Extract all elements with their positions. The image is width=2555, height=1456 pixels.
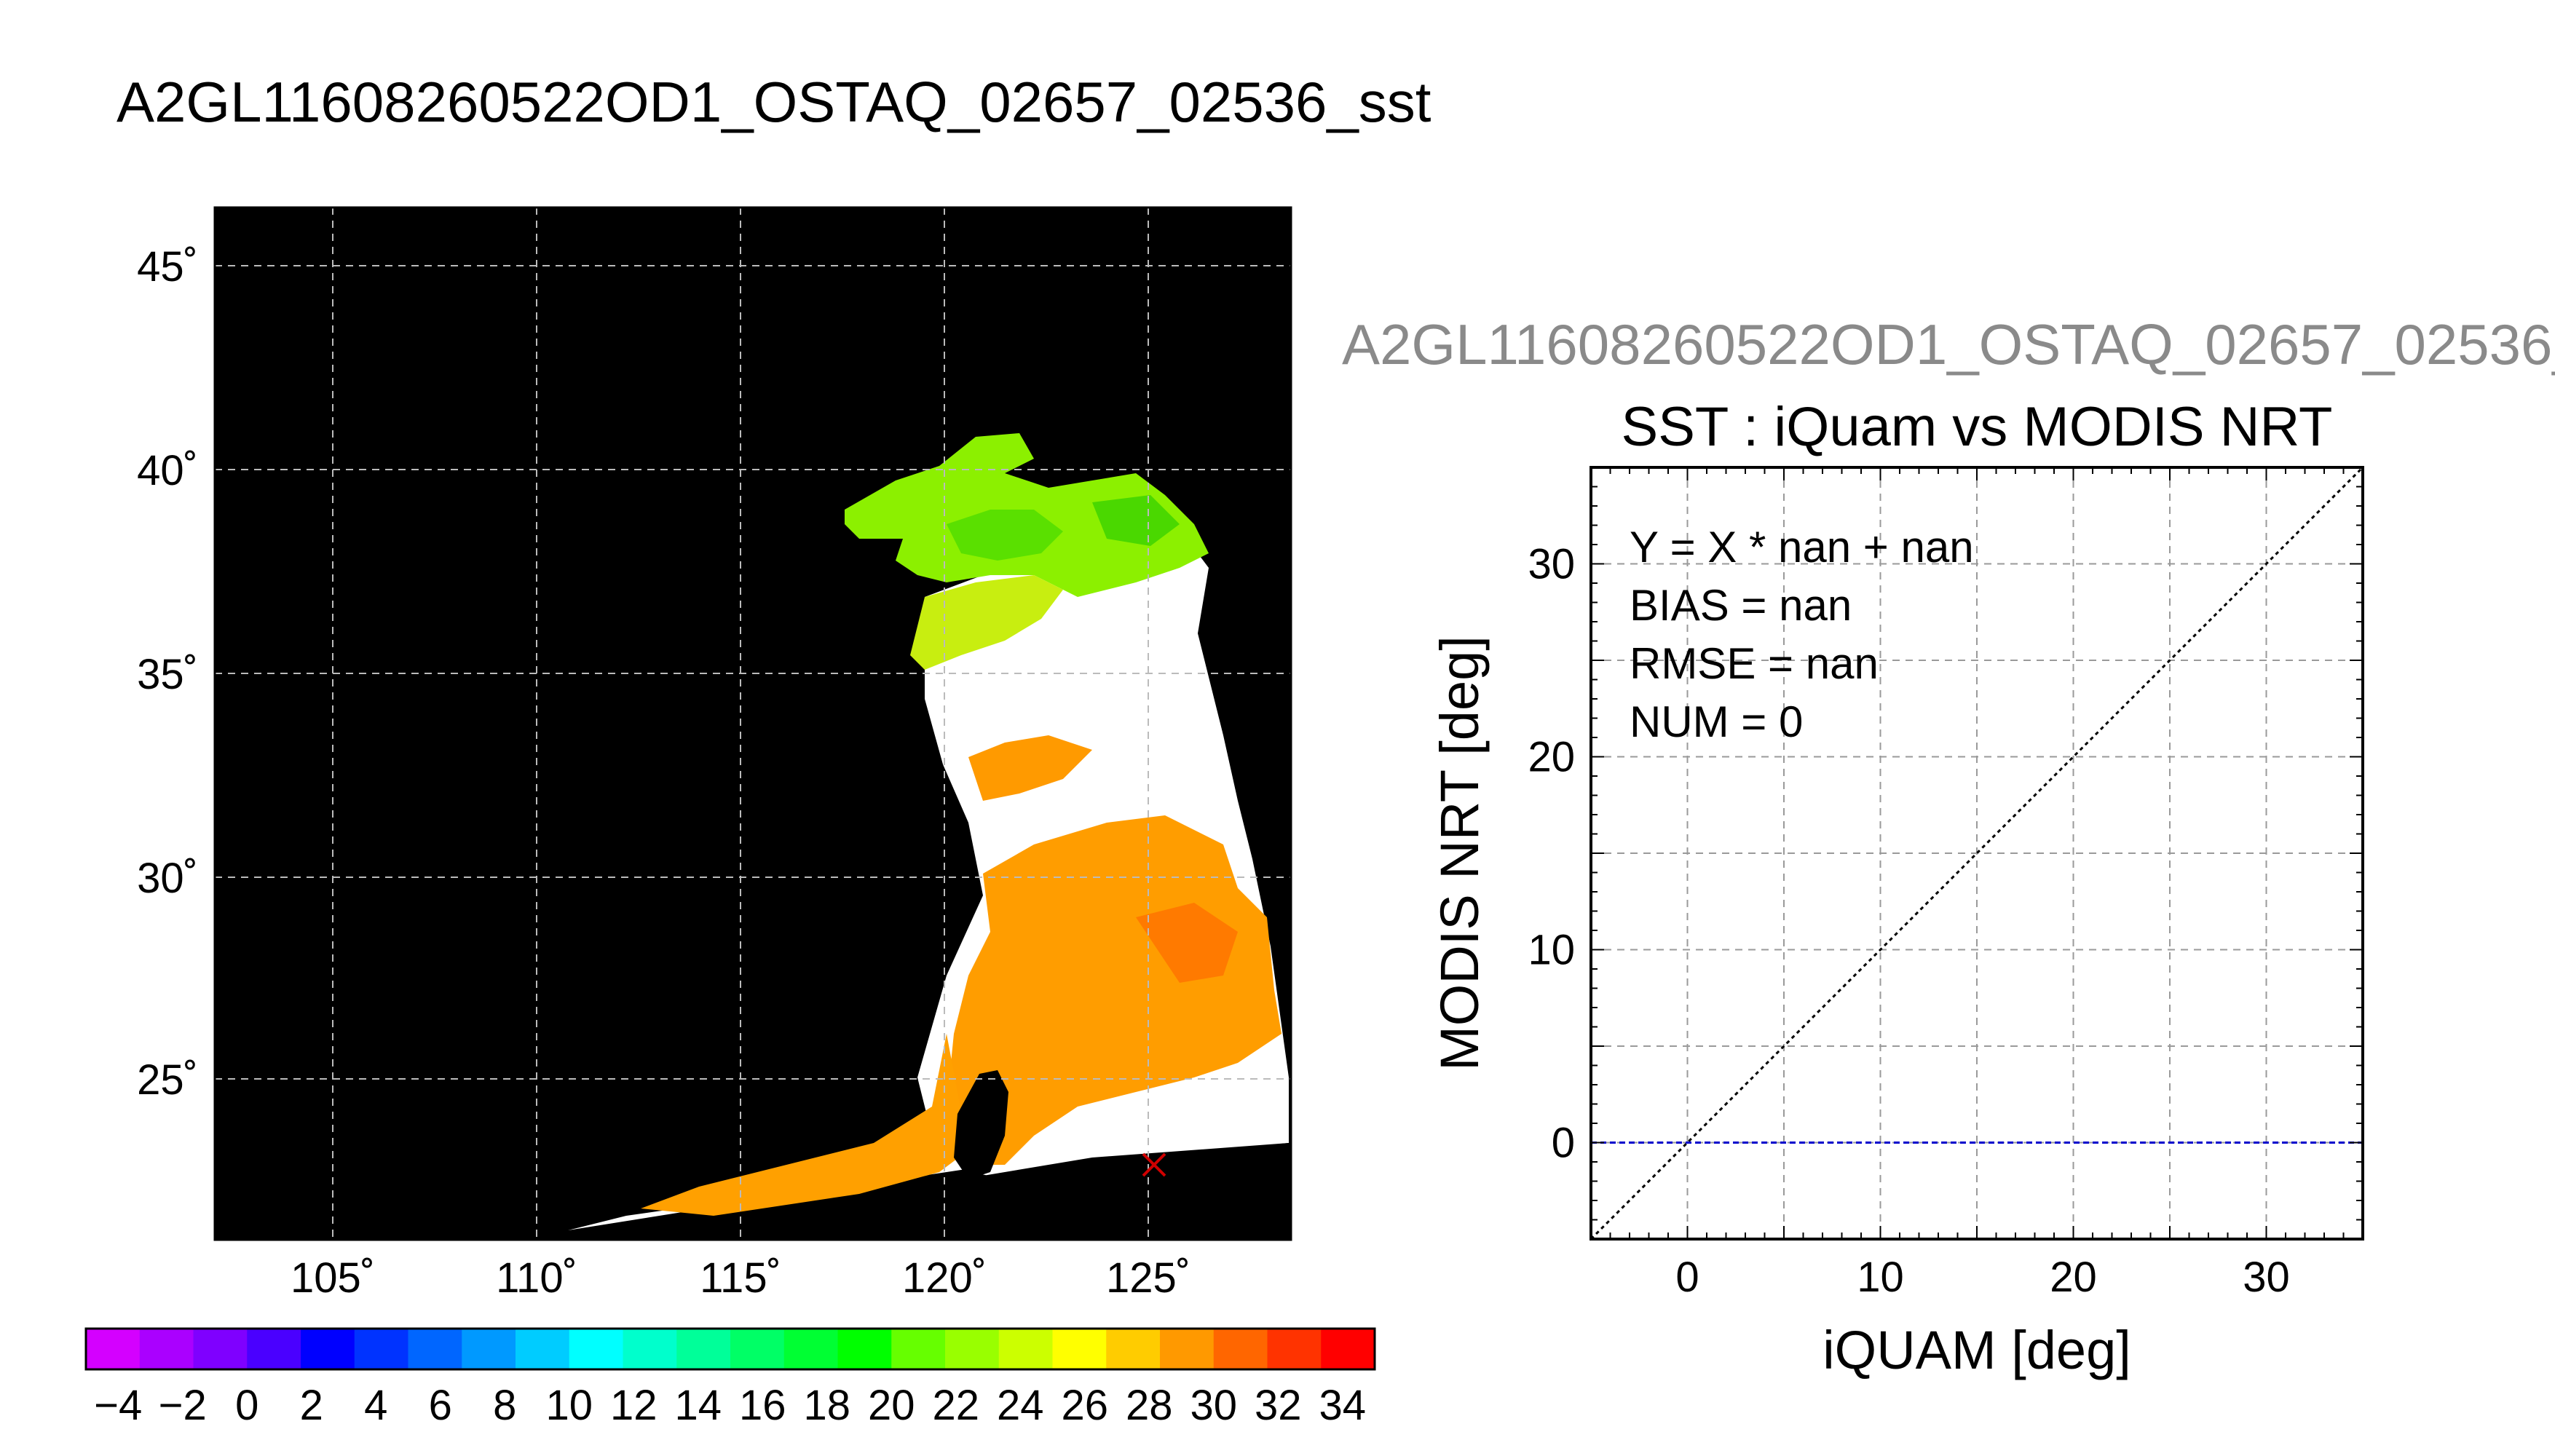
colorbar-label: 8 (493, 1382, 516, 1429)
colorbar-segment (193, 1329, 248, 1369)
colorbar-segment (301, 1329, 355, 1369)
x-axis-label: iQUAM [deg] (1823, 1320, 2131, 1380)
colorbar-label: 34 (1319, 1382, 1366, 1429)
colorbar-segment (837, 1329, 892, 1369)
scatter-plot: 0 10 20 30 0 10 20 30 (1528, 466, 2364, 1301)
map-gridlines (215, 207, 1291, 1240)
sst-orange-north (968, 735, 1092, 801)
map-frame (213, 206, 1292, 1241)
sst-green-core (947, 510, 1063, 561)
colorbar-label: 24 (997, 1382, 1044, 1429)
sst-orange-coastal (641, 1034, 968, 1216)
colorbar-segment (569, 1329, 623, 1369)
colorbar-segment (1321, 1329, 1375, 1369)
y-axis-label: MODIS NRT [deg] (1429, 636, 1490, 1071)
main-title: A2GL11608260522OD1_OSTAQ_02657_02536_sst (117, 70, 1431, 134)
scatter-file-title: A2GL11608260522OD1_OSTAQ_02657_02536_s (1342, 312, 2555, 376)
colorbar-label: 20 (868, 1382, 915, 1429)
colorbar-label: 12 (610, 1382, 657, 1429)
colorbar-label: 32 (1255, 1382, 1302, 1429)
lon-label: 105˚ (291, 1254, 375, 1302)
stats-annotation: Y = X * nan + nan BIAS = nan RMSE = nan … (1630, 523, 1974, 746)
colorbar-label: 14 (674, 1382, 722, 1429)
y-tick-label: 30 (1528, 541, 1575, 588)
colorbar-segment (247, 1329, 301, 1369)
colorbar-segment (408, 1329, 462, 1369)
scatter-plot-title: SST : iQuam vs MODIS NRT (1622, 396, 2333, 458)
sst-map (213, 206, 1292, 1241)
lat-labels: 45˚ 40˚ 35˚ 30˚ 25˚ (137, 243, 198, 1104)
colorbar-label: 2 (300, 1382, 323, 1429)
colorbar-label: 28 (1126, 1382, 1173, 1429)
colorbar-label: 4 (364, 1382, 387, 1429)
lon-labels: 105˚ 110˚ 115˚ 120˚ 125˚ (291, 1254, 1190, 1302)
x-tick-label: 20 (2050, 1254, 2097, 1301)
lat-label: 40˚ (137, 447, 198, 494)
sst-warm-patch (1136, 903, 1238, 983)
lat-label: 35˚ (137, 651, 198, 698)
colorbar-label: 0 (235, 1382, 258, 1429)
colorbar-segment (623, 1329, 677, 1369)
colorbar-label: 18 (803, 1382, 850, 1429)
colorbar-segment (462, 1329, 516, 1369)
colorbar-segment (891, 1329, 946, 1369)
colorbar (86, 1329, 1375, 1369)
colorbar-segment (1160, 1329, 1215, 1369)
colorbar-label: −2 (159, 1382, 207, 1429)
lat-label: 45˚ (137, 243, 198, 290)
colorbar-segment (354, 1329, 408, 1369)
stat-num: NUM = 0 (1630, 697, 1803, 746)
x-tick-label: 10 (1857, 1254, 1904, 1301)
taiwan-landmass (954, 1070, 1008, 1179)
lon-label: 120˚ (902, 1254, 987, 1302)
lon-label: 110˚ (496, 1254, 577, 1302)
x-tick-label: 30 (2243, 1254, 2290, 1301)
y-tick-label: 20 (1528, 734, 1575, 781)
x-tick-label: 0 (1675, 1254, 1699, 1301)
x-tick-labels: 0 10 20 30 (1675, 1254, 2289, 1301)
sst-orange-region (947, 815, 1282, 1165)
colorbar-label: 6 (429, 1382, 452, 1429)
y-tick-label: 0 (1552, 1120, 1575, 1167)
colorbar-label: 16 (739, 1382, 786, 1429)
colorbar-segment (783, 1329, 838, 1369)
scatter-gridlines (1591, 467, 2363, 1239)
lon-label: 115˚ (700, 1254, 781, 1302)
scatter-minor-ticks (1590, 467, 2364, 1240)
lon-label: 125˚ (1106, 1254, 1190, 1302)
colorbar-segment (1106, 1329, 1161, 1369)
colorbar-segment (516, 1329, 570, 1369)
colorbar-segment (1267, 1329, 1322, 1369)
swath-boundary (568, 1143, 1291, 1240)
colorbar-segment (945, 1329, 1000, 1369)
colorbar-segment (730, 1329, 785, 1369)
stat-rmse: RMSE = nan (1630, 639, 1879, 688)
colorbar-segment (86, 1329, 141, 1369)
colorbar-label: 30 (1190, 1382, 1237, 1429)
marker-cross (1142, 1152, 1166, 1177)
y-tick-labels: 0 10 20 30 (1528, 541, 1575, 1167)
sst-yellow-region (910, 575, 1063, 670)
stat-bias: BIAS = nan (1630, 581, 1852, 630)
lat-label: 25˚ (137, 1056, 198, 1104)
sst-green-core-east (1092, 495, 1180, 546)
colorbar-segment (1213, 1329, 1268, 1369)
colorbar-segment (676, 1329, 731, 1369)
colorbar-label: 22 (932, 1382, 979, 1429)
colorbar-label: 10 (545, 1382, 593, 1429)
colorbar-segment (139, 1329, 194, 1369)
y-tick-label: 10 (1528, 927, 1575, 974)
colorbar-frame (84, 1327, 1376, 1371)
colorbar-label: −4 (94, 1382, 142, 1429)
colorbar-segment (1052, 1329, 1107, 1369)
colorbar-labels: −4 −2 0 2 4 6 8 10 12 14 16 18 20 22 24 26 28 30 32 34 (94, 1382, 1366, 1429)
colorbar-label: 26 (1061, 1382, 1108, 1429)
lat-label: 30˚ (137, 855, 198, 902)
colorbar-segment (998, 1329, 1053, 1369)
stat-regression: Y = X * nan + nan (1630, 523, 1974, 571)
